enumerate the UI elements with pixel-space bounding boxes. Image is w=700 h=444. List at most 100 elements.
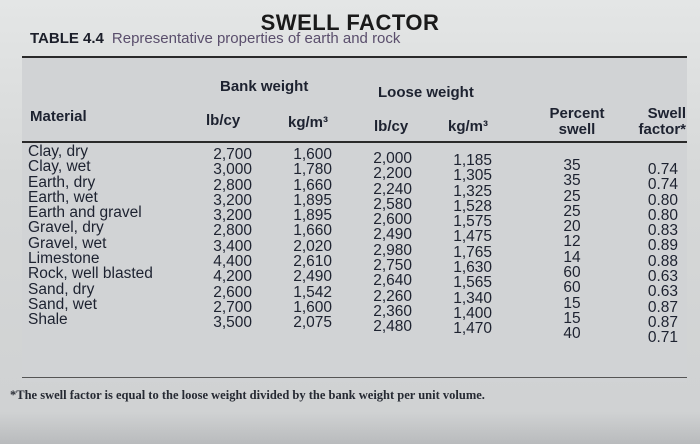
cell-bank-lbcy: 3,500 [213,314,252,332]
cell-bank-lbcy: 2,800 [213,176,252,194]
cell-material: Clay, dry [28,143,89,160]
cell-loose-kgm3: 1,325 [453,182,492,200]
cell-swell-factor: 0.63 [647,283,678,301]
cell-bank-lbcy: 3,400 [213,237,252,255]
column-header-percent-swell: Percent swell [542,106,612,138]
cell-material: Clay, wet [28,158,91,176]
swell-factor-header-line2: factor* [638,121,686,138]
cell-loose-lbcy: 2,580 [373,195,412,213]
cell-percent-swell: 60 [563,264,581,282]
cell-material: Sand, dry [28,280,95,298]
cell-swell-factor: 0.88 [647,252,678,270]
cell-bank-kgm3: 1,660 [293,176,332,194]
cell-percent-swell: 14 [563,248,581,266]
cell-bank-kgm3: 1,895 [293,207,332,225]
cell-loose-lbcy: 2,750 [373,257,412,275]
column-bank-lbcy: 2,700 3,000 2,800 3,200 3,200 2,800 3,400 4,400… [192,147,252,331]
cell-material: Earth, dry [28,173,96,191]
properties-table: Bank weight Loose weight Material lb/cy … [22,56,687,382]
cell-percent-swell: 12 [563,233,581,251]
table-number: TABLE 4.4 [30,30,104,47]
cell-percent-swell: 60 [563,279,581,297]
cell-loose-kgm3: 1,575 [453,213,492,231]
cell-loose-kgm3: 1,185 [453,152,492,169]
table-title: Representative properties of earth and r… [111,30,401,47]
cell-swell-factor: 0.83 [647,222,678,240]
cell-percent-swell: 25 [563,187,581,205]
cell-percent-swell: 20 [563,218,581,236]
cell-material: Earth and gravel [28,204,142,222]
cell-percent-swell: 35 [563,157,581,174]
cell-loose-lbcy: 2,600 [373,211,412,229]
cell-swell-factor: 0.87 [647,313,678,331]
cell-bank-kgm3: 1,600 [293,298,332,316]
table-footnote: *The swell factor is equal to the loose … [10,388,485,402]
cell-loose-kgm3: 1,305 [453,167,492,185]
column-swell-factor: 0.74 0.74 0.80 0.80 0.83 0.89 0.88 0.63 0.63 0.87… [618,162,678,346]
cell-swell-factor: 0.80 [647,206,678,224]
cell-loose-lbcy: 2,200 [373,165,412,183]
page-heading: SWELL FACTOR [260,10,440,35]
cell-bank-lbcy: 3,000 [213,161,252,179]
cell-bank-kgm3: 2,610 [293,253,332,271]
column-header-loose-kgm3: kg/m³ [448,118,489,135]
cell-swell-factor: 0.89 [647,237,678,255]
column-loose-lbcy: 2,000 2,200 2,240 2,580 2,600 2,490 2,980 2,750… [354,151,412,335]
cell-loose-kgm3: 1,475 [453,228,492,246]
cell-loose-kgm3: 1,470 [453,320,492,338]
cell-swell-factor: 0.80 [647,191,678,209]
column-header-bank-kgm3: kg/m³ [288,114,329,131]
cell-loose-kgm3: 1,765 [453,243,492,261]
cell-percent-swell: 40 [563,325,581,343]
column-header-bank-lbcy: lb/cy [206,112,241,129]
cell-material: Shale [28,311,68,329]
cell-bank-lbcy: 3,200 [213,191,252,209]
cell-bank-lbcy: 3,200 [213,207,252,225]
cell-loose-kgm3: 1,630 [453,259,492,277]
group-header-loose-weight: Loose weight [378,84,474,101]
group-header-bank-weight: Bank weight [220,78,309,95]
cell-loose-lbcy: 2,980 [373,241,412,259]
percent-swell-header-line1: Percent [549,105,605,122]
cell-bank-lbcy: 2,600 [213,283,252,301]
cell-swell-factor: 0.71 [647,329,678,347]
cell-bank-lbcy: 4,400 [213,253,252,271]
column-material: Clay, dry Clay, wet Earth, dry Earth, wet Ea… [28,144,153,328]
column-header-loose-lbcy: lb/cy [374,118,409,135]
cell-loose-kgm3: 1,340 [453,289,492,307]
cell-loose-lbcy: 2,360 [373,302,412,320]
cell-swell-factor: 0.63 [647,268,678,286]
cell-bank-kgm3: 1,542 [293,283,332,301]
cell-loose-kgm3: 1,565 [453,274,492,292]
cell-bank-kgm3: 2,490 [293,268,332,286]
cell-swell-factor: 0.74 [647,161,678,178]
cell-swell-factor: 0.74 [647,176,678,194]
cell-material: Gravel, wet [28,234,107,252]
cell-percent-swell: 25 [563,202,581,220]
cell-bank-lbcy: 2,700 [213,298,252,316]
cell-loose-lbcy: 2,000 [373,150,412,167]
column-bank-kgm3: 1,600 1,780 1,660 1,895 1,895 1,660 2,020 2,610… [274,147,332,331]
cell-bank-lbcy: 4,200 [213,268,252,286]
table-top-rule [22,56,687,58]
cell-loose-lbcy: 2,640 [373,272,412,290]
cell-percent-swell: 15 [563,294,581,312]
cell-loose-lbcy: 2,490 [373,226,412,244]
cell-bank-lbcy: 2,800 [213,222,252,240]
cell-swell-factor: 0.87 [647,298,678,316]
table-bottom-rule [22,377,687,378]
cell-loose-lbcy: 2,480 [373,318,412,336]
photo-shadow [0,412,700,444]
cell-bank-kgm3: 2,075 [293,314,332,332]
column-header-material: Material [30,108,87,125]
table-caption: TABLE 4.4 Representative properties of ea… [30,30,400,47]
cell-material: Rock, well blasted [28,265,153,283]
column-header-swell-factor: Swell factor* [626,106,686,138]
cell-loose-kgm3: 1,528 [453,197,492,215]
cell-bank-lbcy: 2,700 [213,146,252,163]
cell-bank-kgm3: 2,020 [293,237,332,255]
cell-loose-lbcy: 2,260 [373,287,412,305]
header-rule [22,141,687,143]
cell-bank-kgm3: 1,660 [293,222,332,240]
